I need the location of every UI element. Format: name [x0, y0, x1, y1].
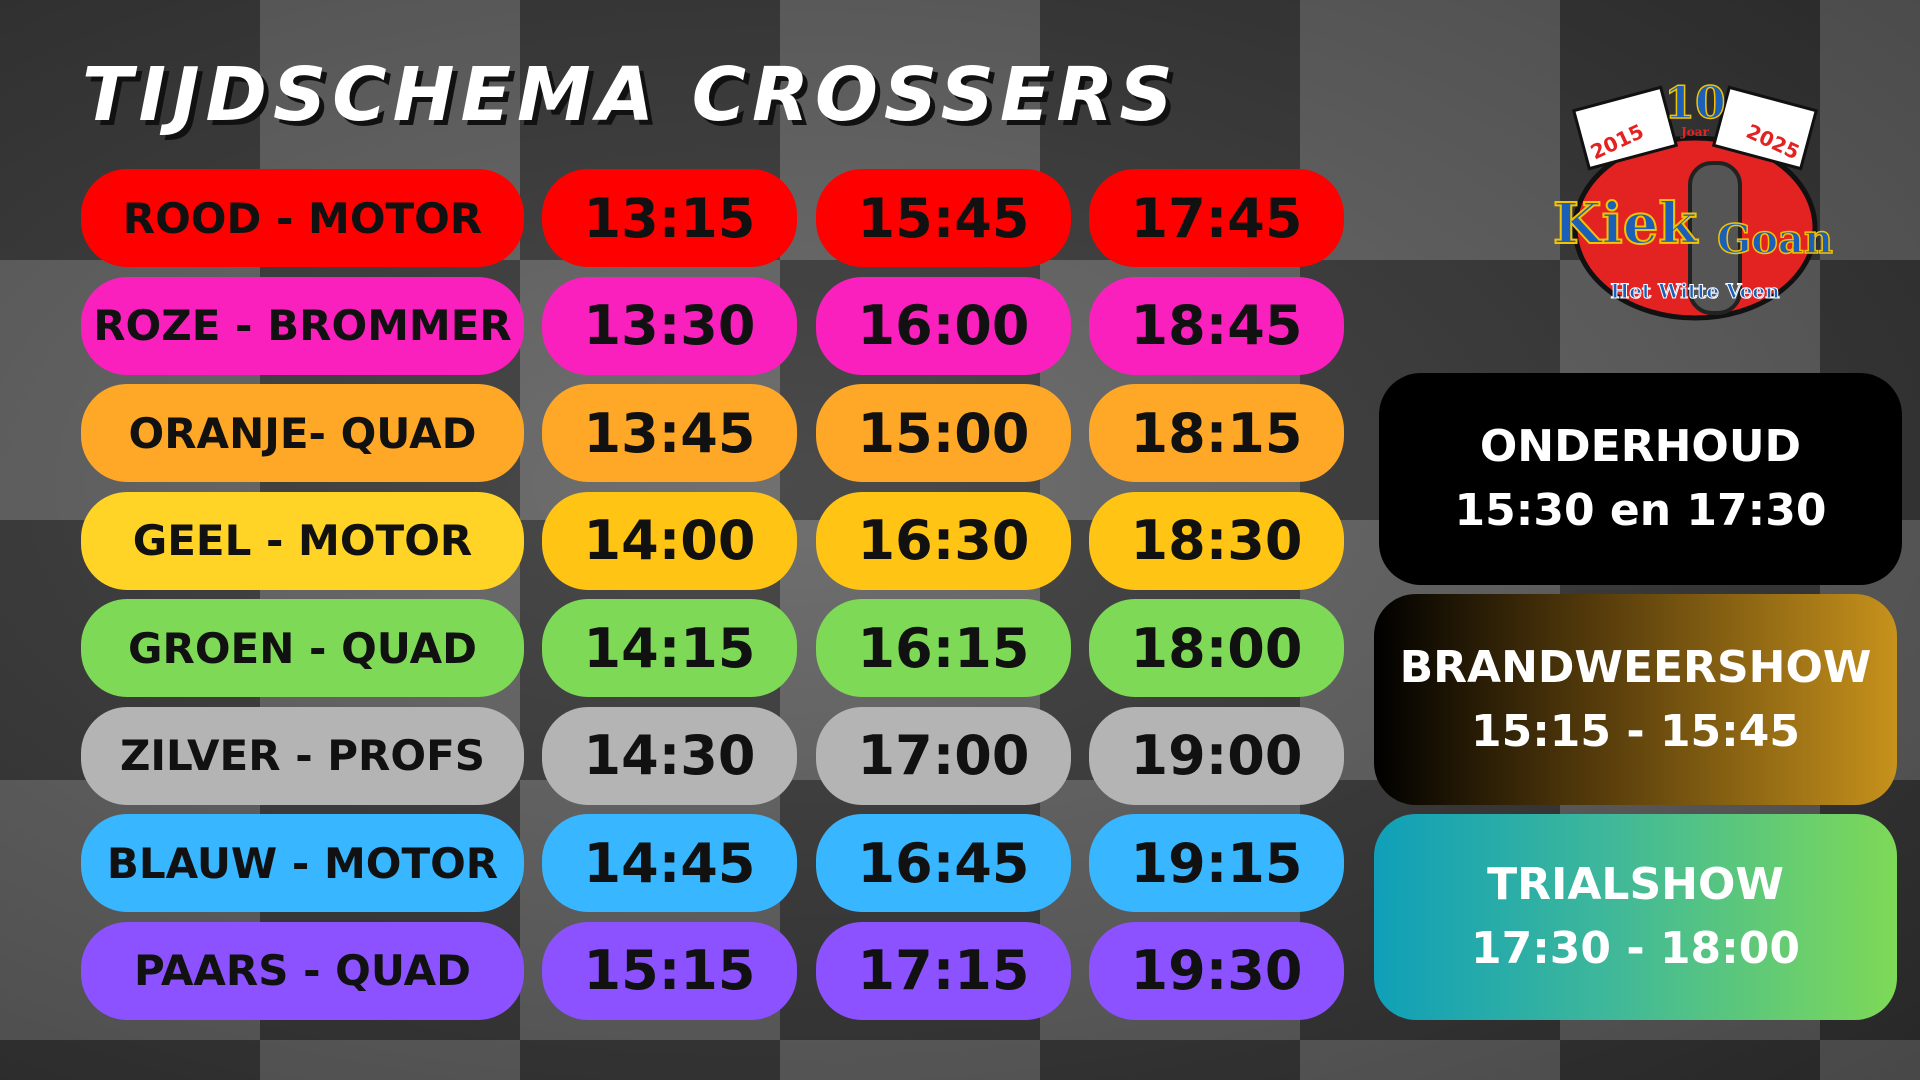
svg-text:Kiek: Kiek [1553, 191, 1699, 257]
time-slot: 16:00 [816, 276, 1071, 375]
time-slot: 15:15 [542, 921, 797, 1020]
class-label: ROOD - MOTOR [81, 169, 524, 267]
time-slot: 17:00 [816, 706, 1071, 805]
time-slot: 19:30 [1089, 921, 1344, 1020]
svg-text:Goan: Goan [1717, 216, 1833, 263]
time-slot: 16:45 [816, 814, 1071, 912]
event-brandweershow: BRANDWEERSHOW 15:15 - 15:45 [1374, 594, 1897, 805]
time-slot: 18:45 [1089, 276, 1344, 375]
time-slot: 18:15 [1089, 384, 1344, 482]
class-label: ZILVER - PROFS [81, 706, 524, 805]
time-slot: 16:15 [816, 599, 1071, 697]
class-label: GEEL - MOTOR [81, 491, 524, 590]
time-slot: 19:15 [1089, 814, 1344, 912]
time-slot: 18:30 [1089, 491, 1344, 590]
event-title: TRIALSHOW [1487, 859, 1784, 910]
svg-text:10: 10 [1664, 78, 1725, 129]
time-slot: 15:45 [816, 169, 1071, 267]
event-title: BRANDWEERSHOW [1399, 641, 1872, 693]
class-label: ROZE - BROMMER [81, 276, 524, 375]
event-trialshow: TRIALSHOW 17:30 - 18:00 [1374, 814, 1897, 1020]
class-label: GROEN - QUAD [81, 599, 524, 697]
time-slot: 13:45 [542, 384, 797, 482]
time-slot: 13:15 [542, 169, 797, 267]
svg-text:Het Witte Veen: Het Witte Veen [1610, 279, 1780, 303]
time-slot: 19:00 [1089, 706, 1344, 805]
time-slot: 13:30 [542, 276, 797, 375]
event-time: 15:30 en 17:30 [1454, 485, 1827, 536]
time-slot: 14:45 [542, 814, 797, 912]
time-slot: 14:00 [542, 491, 797, 590]
page-title: TIJDSCHEMA CROSSERS [82, 52, 1179, 138]
event-title: ONDERHOUD [1479, 421, 1802, 472]
class-label: PAARS - QUAD [81, 921, 524, 1020]
time-slot: 17:15 [816, 921, 1071, 1020]
kiekm-goan-logo: 10 Joar 2015 2025 Kiek Goan Het Witte Ve… [1550, 77, 1840, 328]
time-slot: 16:30 [816, 491, 1071, 590]
event-time: 15:15 - 15:45 [1470, 705, 1800, 757]
class-label: BLAUW - MOTOR [81, 814, 524, 912]
time-slot: 17:45 [1089, 169, 1344, 267]
time-slot: 15:00 [816, 384, 1071, 482]
time-slot: 18:00 [1089, 599, 1344, 697]
event-time: 17:30 - 18:00 [1470, 923, 1800, 974]
time-slot: 14:30 [542, 706, 797, 805]
class-label: ORANJE- QUAD [81, 384, 524, 482]
svg-text:Joar: Joar [1680, 125, 1709, 139]
time-slot: 14:15 [542, 599, 797, 697]
event-onderhoud: ONDERHOUD 15:30 en 17:30 [1379, 373, 1902, 585]
